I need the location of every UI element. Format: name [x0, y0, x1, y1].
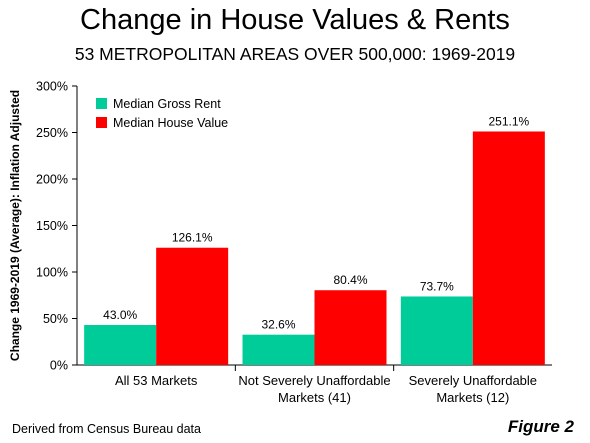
- legend-swatch: [96, 117, 107, 128]
- chart-title: Change in House Values & Rents: [80, 4, 510, 36]
- x-tick-label: Markets (12): [436, 390, 509, 405]
- chart-legend: Median Gross Rent Median House Value: [96, 97, 228, 130]
- y-tick-label: 200%: [36, 173, 68, 187]
- bar-median-house-value: [156, 247, 229, 365]
- bar-median-gross-rent: [242, 334, 315, 365]
- y-axis-title: Change 1969-2019 (Average): Inflation Ad…: [8, 90, 22, 361]
- source-note: Derived from Census Bureau data: [12, 422, 201, 436]
- y-tick-label: 250%: [36, 126, 68, 140]
- data-label: 43.0%: [103, 308, 137, 322]
- data-label: 32.6%: [261, 318, 295, 332]
- y-tick-label: 300%: [36, 80, 68, 94]
- chart-subtitle: 53 METROPOLITAN AREAS OVER 500,000: 1969…: [74, 44, 516, 64]
- bar-median-house-value: [314, 290, 387, 365]
- data-label: 251.1%: [488, 114, 529, 128]
- y-tick-label: 0%: [50, 359, 68, 373]
- bar-median-gross-rent: [84, 325, 157, 365]
- y-tick-label: 100%: [36, 266, 68, 280]
- data-label: 73.7%: [420, 279, 454, 293]
- figure-label: Figure 2: [507, 417, 574, 436]
- legend-label: Median House Value: [113, 116, 228, 130]
- y-tick-label: 150%: [36, 219, 68, 233]
- bar-median-gross-rent: [400, 296, 473, 365]
- chart-axes: 0% 50% 100% 150% 200% 250% 300% Change 1969-201…: [8, 80, 552, 405]
- x-tick-label: Not Severely Unaffordable: [238, 373, 390, 388]
- x-tick-label: All 53 Markets: [115, 373, 198, 388]
- data-label: 126.1%: [172, 231, 213, 245]
- x-tick-label: Severely Unaffordable: [409, 373, 537, 388]
- legend-label: Median Gross Rent: [113, 97, 221, 111]
- data-label: 80.4%: [333, 273, 367, 287]
- bar-median-house-value: [472, 131, 545, 365]
- x-tick-label: Markets (41): [278, 390, 351, 405]
- legend-swatch: [96, 98, 107, 109]
- chart-bars: 43.0% 126.1% 32.6% 80.4% 73.7% 251.1%: [84, 114, 545, 365]
- y-tick-label: 50%: [43, 312, 68, 326]
